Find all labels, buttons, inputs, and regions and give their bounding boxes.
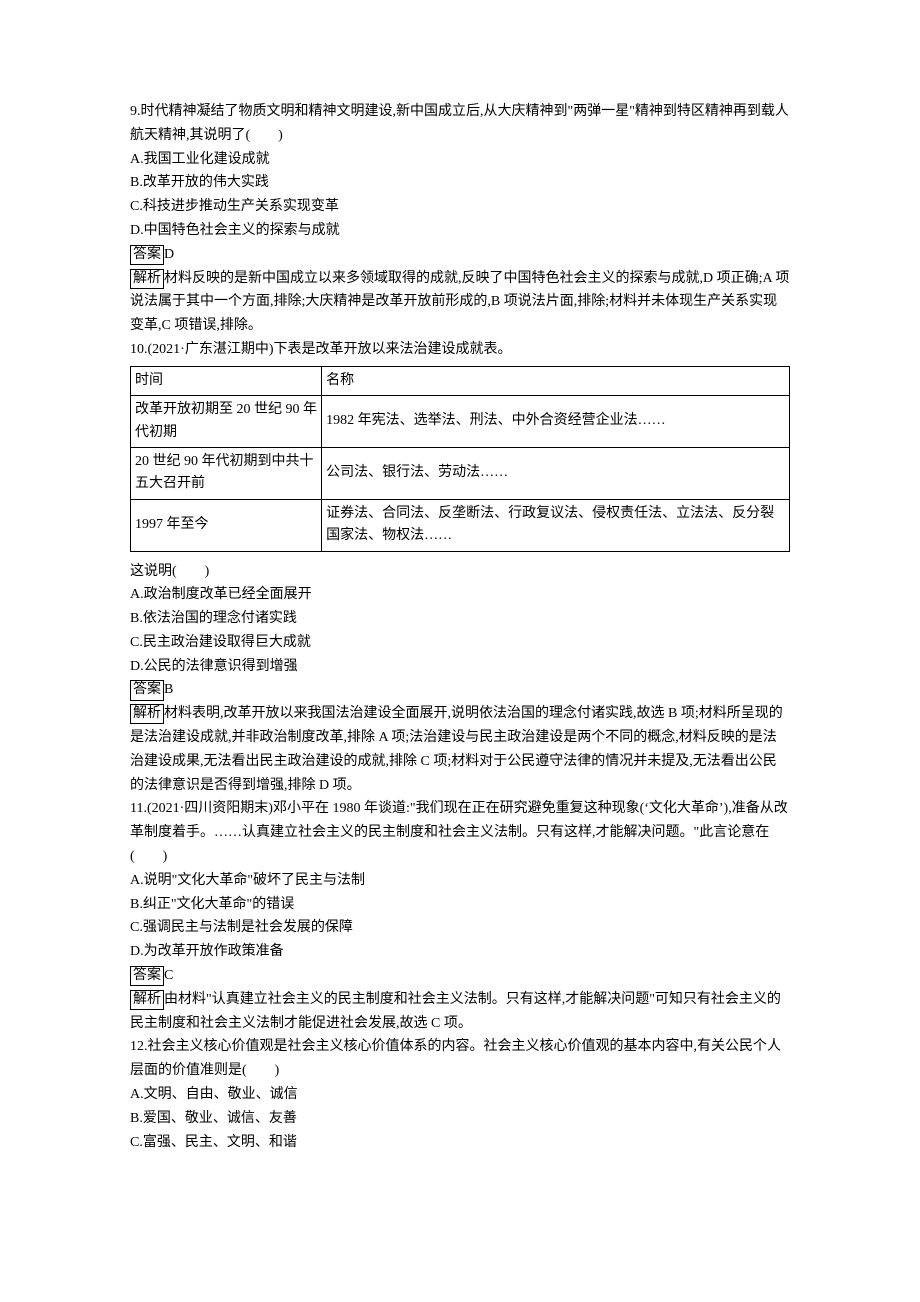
table-header-time: 时间 [131,366,322,395]
q11-answer: C [164,968,173,983]
explanation-label: 解析 [130,704,164,724]
q10-stem: 10.(2021·广东湛江期中)下表是改革开放以来法治建设成就表。 [130,338,790,362]
table-cell: 公司法、银行法、劳动法…… [322,447,790,499]
q10-explanation: 解析材料表明,改革开放以来我国法治建设全面展开,说明依法治国的理念付诸实践,故选… [130,702,790,797]
q10-answer: B [164,682,173,697]
q12-option-c: C.富强、民主、文明、和谐 [130,1131,790,1155]
q10-option-c: C.民主政治建设取得巨大成就 [130,631,790,655]
q9-option-b: B.改革开放的伟大实践 [130,171,790,195]
q9-answer-line: 答案D [130,243,790,267]
q10-explanation-text: 材料表明,改革开放以来我国法治建设全面展开,说明依法治国的理念付诸实践,故选 B… [130,706,783,792]
table-header-name: 名称 [322,366,790,395]
q10-answer-line: 答案B [130,678,790,702]
q9-answer: D [164,247,174,262]
q10-option-b: B.依法治国的理念付诸实践 [130,607,790,631]
q12-stem: 12.社会主义核心价值观是社会主义核心价值体系的内容。社会主义核心价值观的基本内… [130,1035,790,1083]
q9-stem: 9.时代精神凝结了物质文明和精神文明建设,新中国成立后,从大庆精神到"两弹一星"… [130,100,790,148]
q11-explanation-text: 由材料"认真建立社会主义的民主制度和社会主义法制。只有这样,才能解决问题"可知只… [130,992,781,1031]
q9-option-c: C.科技进步推动生产关系实现变革 [130,195,790,219]
q11-stem: 11.(2021·四川资阳期末)邓小平在 1980 年谈道:"我们现在正在研究避… [130,797,790,868]
answer-label: 答案 [130,245,164,265]
answer-label: 答案 [130,966,164,986]
table-cell: 证券法、合同法、反垄断法、行政复议法、侵权责任法、立法法、反分裂国家法、物权法…… [322,499,790,551]
q11-option-d: D.为改革开放作政策准备 [130,940,790,964]
q10-tail: 这说明( ) [130,560,790,584]
q12-option-b: B.爱国、敬业、诚信、友善 [130,1107,790,1131]
q11-option-b: B.纠正"文化大革命"的错误 [130,893,790,917]
table-cell: 20 世纪 90 年代初期到中共十五大召开前 [131,447,322,499]
q10-table: 时间 名称 改革开放初期至 20 世纪 90 年代初期 1982 年宪法、选举法… [130,366,790,552]
q10-option-d: D.公民的法律意识得到增强 [130,655,790,679]
explanation-label: 解析 [130,269,164,289]
q11-explanation: 解析由材料"认真建立社会主义的民主制度和社会主义法制。只有这样,才能解决问题"可… [130,988,790,1036]
answer-label: 答案 [130,680,164,700]
q9-option-a: A.我国工业化建设成就 [130,148,790,172]
table-cell: 1997 年至今 [131,499,322,551]
q11-option-a: A.说明"文化大革命"破坏了民主与法制 [130,869,790,893]
q12-option-a: A.文明、自由、敬业、诚信 [130,1083,790,1107]
q9-explanation: 解析材料反映的是新中国成立以来多领域取得的成就,反映了中国特色社会主义的探索与成… [130,267,790,338]
explanation-label: 解析 [130,990,164,1010]
table-cell: 改革开放初期至 20 世纪 90 年代初期 [131,396,322,448]
table-row: 1997 年至今 证券法、合同法、反垄断法、行政复议法、侵权责任法、立法法、反分… [131,499,790,551]
table-cell: 1982 年宪法、选举法、刑法、中外合资经营企业法…… [322,396,790,448]
q11-option-c: C.强调民主与法制是社会发展的保障 [130,916,790,940]
table-row: 20 世纪 90 年代初期到中共十五大召开前 公司法、银行法、劳动法…… [131,447,790,499]
q11-answer-line: 答案C [130,964,790,988]
q10-option-a: A.政治制度改革已经全面展开 [130,583,790,607]
table-row: 改革开放初期至 20 世纪 90 年代初期 1982 年宪法、选举法、刑法、中外… [131,396,790,448]
q9-option-d: D.中国特色社会主义的探索与成就 [130,219,790,243]
q9-explanation-text: 材料反映的是新中国成立以来多领域取得的成就,反映了中国特色社会主义的探索与成就,… [130,271,789,334]
table-row: 时间 名称 [131,366,790,395]
